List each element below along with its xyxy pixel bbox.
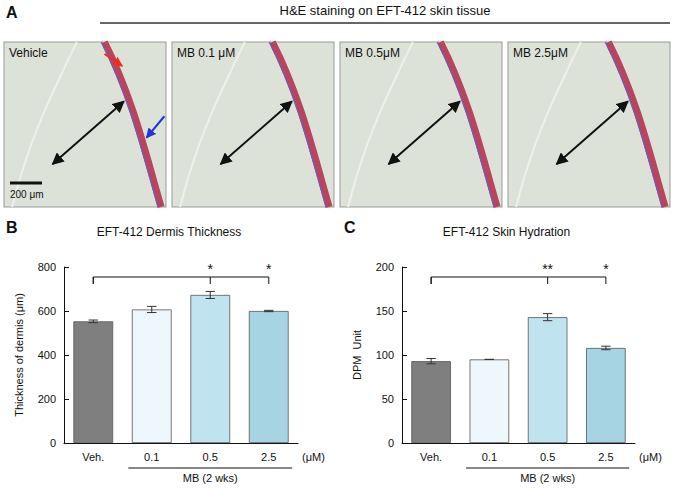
svg-text:(μM): (μM) (302, 451, 325, 463)
svg-text:50: 50 (382, 393, 394, 405)
svg-text:0: 0 (50, 437, 56, 449)
svg-text:(μM): (μM) (639, 451, 662, 463)
svg-text:*: * (208, 261, 214, 277)
svg-text:Veh.: Veh. (82, 451, 104, 463)
svg-text:**: ** (542, 261, 553, 277)
svg-text:MB (2 wks): MB (2 wks) (183, 472, 238, 484)
svg-text:0.5: 0.5 (203, 451, 218, 463)
svg-text:200 μm: 200 μm (10, 189, 44, 200)
svg-text:DPM Unit: DPM Unit (351, 330, 363, 380)
svg-text:A: A (6, 4, 18, 21)
svg-text:*: * (266, 261, 272, 277)
svg-text:2.5: 2.5 (598, 451, 613, 463)
svg-text:400: 400 (38, 349, 56, 361)
svg-text:200: 200 (376, 261, 394, 273)
svg-text:B: B (6, 219, 18, 236)
svg-text:0.1: 0.1 (482, 451, 497, 463)
svg-text:0: 0 (388, 437, 394, 449)
svg-text:Veh.: Veh. (420, 451, 442, 463)
svg-text:*: * (603, 261, 609, 277)
svg-text:EFT-412 Dermis Thickness: EFT-412 Dermis Thickness (97, 225, 242, 239)
svg-text:0.1: 0.1 (144, 451, 159, 463)
svg-text:0.5: 0.5 (540, 451, 555, 463)
svg-text:200: 200 (38, 393, 56, 405)
svg-text:MB 2.5μM: MB 2.5μM (513, 46, 568, 60)
svg-text:800: 800 (38, 261, 56, 273)
svg-text:EFT-412 Skin Hydration: EFT-412 Skin Hydration (443, 225, 570, 239)
svg-text:MB (2 wks): MB (2 wks) (520, 472, 575, 484)
svg-text:H&E staining on EFT-412 skin t: H&E staining on EFT-412 skin tissue (280, 3, 491, 18)
svg-text:Thickness of dermis (μm): Thickness of dermis (μm) (13, 293, 25, 417)
svg-text:MB 0.1 μM: MB 0.1 μM (177, 46, 235, 60)
svg-text:MB 0.5μM: MB 0.5μM (345, 46, 400, 60)
svg-text:2.5: 2.5 (261, 451, 276, 463)
svg-text:150: 150 (376, 305, 394, 317)
svg-text:100: 100 (376, 349, 394, 361)
svg-text:Vehicle: Vehicle (9, 46, 48, 60)
svg-text:C: C (344, 219, 356, 236)
svg-text:600: 600 (38, 305, 56, 317)
